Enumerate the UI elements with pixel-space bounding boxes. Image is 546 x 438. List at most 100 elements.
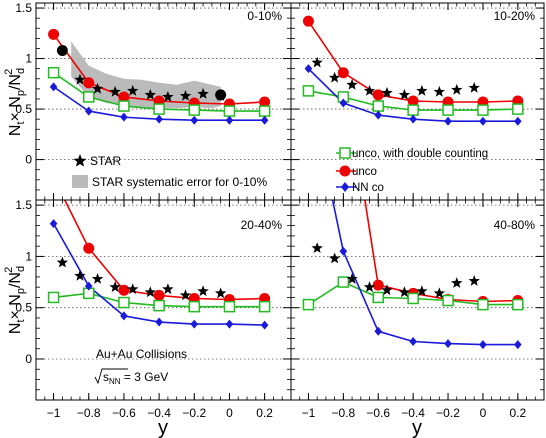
svg-text:Nt× Np/Nd2: Nt× Np/Nd2 xyxy=(3,266,27,334)
star-point xyxy=(416,84,428,96)
square-point xyxy=(47,291,60,304)
panel-frame xyxy=(290,199,545,401)
circle-point xyxy=(56,44,68,56)
ylabel-t: t xyxy=(15,121,27,124)
square-point xyxy=(258,105,271,117)
collision-label: Au+Au Collisions xyxy=(96,347,187,361)
ylabel-sup: 2 xyxy=(3,69,15,75)
x-tick-label: −0.4 xyxy=(147,406,171,420)
ylabel-t: t xyxy=(15,319,27,322)
circle-point xyxy=(337,67,349,79)
y-tick-label: 0 xyxy=(25,153,32,167)
diamond-point xyxy=(479,116,487,126)
x-tick-label: 0 xyxy=(480,406,487,420)
star-point xyxy=(162,283,174,295)
star-point xyxy=(328,252,341,264)
square-point xyxy=(407,104,419,116)
panel-title: 40-80% xyxy=(494,218,536,232)
energy-s: s xyxy=(103,370,109,384)
svg-text:Nt× Np/Nd2: Nt× Np/Nd2 xyxy=(3,68,27,136)
circle-point xyxy=(153,289,165,301)
panel-titles: 0-10% 10-20% 20-40% 40-80% xyxy=(241,9,536,232)
square-point xyxy=(223,300,236,313)
square-point xyxy=(512,103,524,115)
circle-point xyxy=(372,89,384,101)
x-tick-label: 0.2 xyxy=(509,406,526,420)
legend-green-label: unco, with double counting xyxy=(352,148,488,160)
square-point xyxy=(118,100,130,112)
y-tick-label: 0 xyxy=(25,352,32,366)
square-point xyxy=(372,291,384,304)
y-axis-label-top: Nt× Np/Nd2 xyxy=(3,68,27,136)
ylabel-sup: 2 xyxy=(3,267,15,273)
legend-green-marker xyxy=(339,147,351,159)
data-markers xyxy=(47,15,524,350)
square-point xyxy=(477,104,489,116)
x-tick-label: −0.8 xyxy=(77,406,101,420)
star-point xyxy=(311,56,323,68)
circle-point xyxy=(259,96,271,108)
y-tick-label: 1 xyxy=(25,249,32,263)
diamond-point xyxy=(409,114,417,124)
legend-blue-label: NN co xyxy=(352,182,384,194)
square-point xyxy=(188,300,201,313)
panel-frames xyxy=(35,2,545,401)
x-tick-label: −0.4 xyxy=(401,406,425,420)
star-point xyxy=(363,281,376,293)
star-point xyxy=(144,88,157,100)
circle-point xyxy=(83,242,95,254)
star-point xyxy=(109,281,121,293)
tick-labels: 0 0.5 1 1.5 0 0.5 1 1.5 −1 −0.8 −0.6 −0.4 −0.2 0 0.2 −1… xyxy=(15,1,526,420)
series-line xyxy=(331,200,518,346)
panel-title: 10-20% xyxy=(494,9,536,23)
star-point xyxy=(468,275,480,286)
star-point xyxy=(179,89,192,101)
square-point xyxy=(442,294,454,307)
x-tick-label: −0.8 xyxy=(331,406,355,420)
star-point xyxy=(56,256,69,268)
diamond-point xyxy=(49,82,58,92)
star-point xyxy=(197,87,209,99)
diamond-point xyxy=(514,340,522,350)
star-point xyxy=(346,78,358,90)
y-tick-label: 1 xyxy=(25,52,32,66)
ylabel-times: × N xyxy=(7,96,24,121)
diamond-point xyxy=(444,339,452,349)
star-point xyxy=(398,286,411,298)
tick-marks xyxy=(35,3,544,401)
ylabel-n: N xyxy=(7,323,24,335)
square-point xyxy=(153,299,165,312)
circle-point xyxy=(302,15,314,27)
star-point xyxy=(398,88,411,100)
star-point xyxy=(311,242,323,254)
ylabel-d: d xyxy=(15,266,27,272)
square-point xyxy=(47,66,60,79)
star-point xyxy=(127,84,139,96)
legend-syst-label: STAR systematic error for 0-10% xyxy=(92,175,267,189)
star-point xyxy=(91,272,104,284)
star-point xyxy=(197,285,209,297)
ylabel-div: /N xyxy=(7,272,24,288)
x-tick-label: −0.2 xyxy=(182,406,206,420)
x-tick-label: −0.2 xyxy=(436,406,460,420)
diamond-point xyxy=(120,311,128,321)
star-point xyxy=(381,284,393,296)
x-tick-label: 0.2 xyxy=(256,406,273,420)
square-point xyxy=(153,103,165,115)
square-point xyxy=(223,105,236,117)
legend-star-block: STAR STAR systematic error for 0-10% xyxy=(72,154,267,189)
legend-models-block: unco, with double counting unco NN co xyxy=(336,147,488,194)
square-point xyxy=(302,298,315,311)
diamond-point xyxy=(514,116,522,126)
square-point xyxy=(302,85,315,97)
diamond-point xyxy=(225,319,234,329)
svg-text:sNN = 3 GeV: sNN = 3 GeV xyxy=(103,370,168,386)
square-point xyxy=(188,104,201,116)
star-point xyxy=(328,71,341,83)
x-tick-label: −0.6 xyxy=(112,406,136,420)
diamond-point xyxy=(49,219,58,229)
circle-point xyxy=(215,89,227,101)
star-point xyxy=(144,286,157,298)
star-point xyxy=(468,81,480,93)
